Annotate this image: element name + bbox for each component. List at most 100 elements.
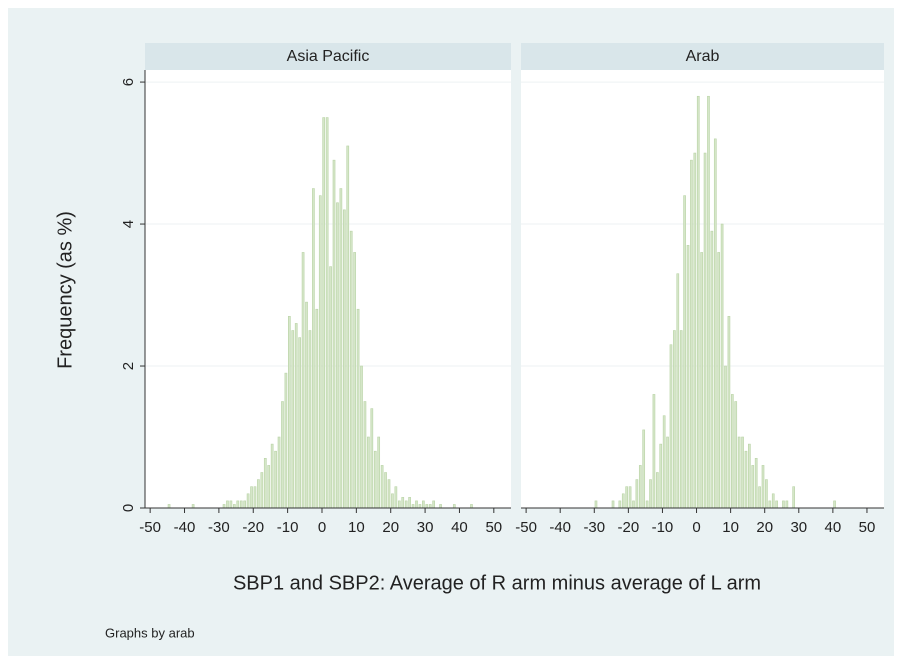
bar xyxy=(625,486,628,509)
bar xyxy=(621,493,625,509)
bar xyxy=(696,95,700,509)
x-tick-label: 20 xyxy=(756,519,773,536)
bar xyxy=(594,500,598,509)
bar xyxy=(724,365,727,509)
y-tick-label: 0 xyxy=(120,504,137,512)
bar xyxy=(263,458,267,509)
x-tick-label: 20 xyxy=(382,519,399,536)
bar xyxy=(270,443,274,509)
bar xyxy=(744,450,748,509)
bar xyxy=(243,500,246,509)
bar xyxy=(645,500,649,509)
x-tick-label: -50 xyxy=(139,519,161,536)
bar xyxy=(312,188,315,509)
bar xyxy=(239,500,243,509)
bar xyxy=(336,202,339,509)
bar xyxy=(401,497,405,509)
bar xyxy=(339,188,343,509)
bar xyxy=(291,330,295,509)
bar xyxy=(363,401,367,509)
bar xyxy=(717,252,721,509)
bar xyxy=(741,436,744,509)
bar xyxy=(771,493,775,509)
bar xyxy=(734,401,738,509)
bar xyxy=(439,504,442,509)
x-tick-label: 30 xyxy=(417,519,434,536)
bar xyxy=(710,230,714,509)
bar xyxy=(676,273,680,509)
bar xyxy=(250,486,253,509)
bar xyxy=(727,316,731,509)
bar xyxy=(666,436,669,509)
bar xyxy=(686,245,690,509)
bar xyxy=(470,504,473,509)
bar xyxy=(370,408,374,509)
bar xyxy=(391,493,394,509)
bar xyxy=(229,500,233,509)
bar xyxy=(649,479,652,509)
bar xyxy=(349,230,353,509)
bar xyxy=(394,486,398,509)
y-axis-label: Frequency (as %) xyxy=(54,211,76,369)
bar xyxy=(342,209,346,509)
bar xyxy=(669,344,673,509)
x-tick-label: 10 xyxy=(348,519,365,536)
bar xyxy=(713,138,717,509)
bar xyxy=(408,497,411,509)
x-tick-label: 50 xyxy=(859,519,876,536)
bar xyxy=(329,266,332,509)
bar xyxy=(281,401,284,509)
x-tick-label: 0 xyxy=(692,519,700,536)
x-tick-label: 30 xyxy=(790,519,807,536)
y-tick-label: 2 xyxy=(120,362,137,370)
x-tick-label: -30 xyxy=(208,519,230,536)
panel-header xyxy=(521,43,884,70)
bar xyxy=(618,500,622,509)
bar xyxy=(322,117,326,509)
bar xyxy=(659,443,663,509)
x-tick-label: 40 xyxy=(825,519,842,536)
bar xyxy=(253,486,257,509)
bar xyxy=(257,479,260,509)
bar xyxy=(415,500,418,509)
bar xyxy=(683,195,686,509)
bar xyxy=(425,504,429,509)
bar xyxy=(679,330,683,509)
x-tick-label: 40 xyxy=(451,519,468,536)
bar xyxy=(635,479,639,509)
bar xyxy=(353,252,356,509)
bar xyxy=(315,308,319,509)
x-axis-label: SBP1 and SBP2: Average of R arm minus av… xyxy=(233,572,761,594)
bar xyxy=(236,500,240,509)
bar xyxy=(754,458,758,509)
bar xyxy=(301,252,305,509)
bar xyxy=(246,493,250,509)
panel-title: Arab xyxy=(686,48,720,65)
bar xyxy=(356,308,360,509)
bar xyxy=(652,394,656,509)
bar xyxy=(751,465,755,509)
panel-header xyxy=(145,43,511,70)
bar xyxy=(397,500,401,509)
bar xyxy=(707,95,710,509)
x-tick-label: -40 xyxy=(549,519,571,536)
bar xyxy=(288,316,291,509)
bar xyxy=(737,436,741,509)
bar xyxy=(294,323,298,509)
bar xyxy=(318,195,322,509)
bar xyxy=(765,479,768,509)
bar xyxy=(642,429,646,509)
bar xyxy=(656,472,659,509)
bar xyxy=(693,152,697,509)
bar xyxy=(632,500,635,509)
bar xyxy=(703,152,707,509)
x-tick-label: -20 xyxy=(242,519,264,536)
bar xyxy=(233,504,236,509)
bar xyxy=(422,500,425,509)
bar xyxy=(720,223,724,509)
bar xyxy=(775,500,778,509)
bar xyxy=(662,415,666,509)
bar xyxy=(377,436,381,509)
bar xyxy=(628,486,632,509)
